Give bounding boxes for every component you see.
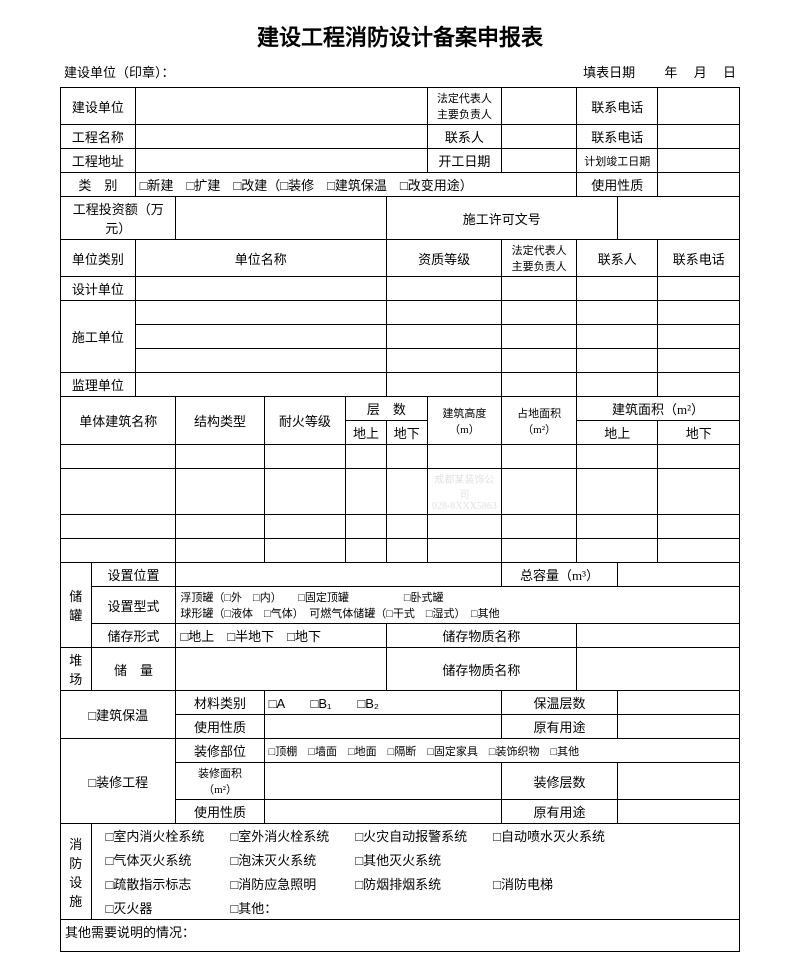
row-tank-1: 储 罐 设置位置 总容量（m³） bbox=[61, 563, 740, 587]
row-project-name: 工程名称 联系人 联系电话 bbox=[61, 125, 740, 149]
label: 储存形式 bbox=[91, 624, 176, 648]
tank-type-options[interactable]: 浮顶罐（□外 □内） □固定顶罐 □卧式罐 球形罐（□液体 □气体） 可燃气体储… bbox=[176, 587, 740, 624]
row-category: 类 别 □新建 □扩建 □改建（□装修 □建筑保温 □改变用途） 使用性质 bbox=[61, 173, 740, 197]
label: 使用性质 bbox=[576, 173, 657, 197]
row-investment: 工程投资额（万元） 施工许可文号 bbox=[61, 197, 740, 240]
label: 联系人 bbox=[576, 240, 657, 277]
label: 储存物质名称 bbox=[386, 624, 576, 648]
label: 法定代表人 主要负责人 bbox=[502, 240, 577, 277]
label: 建筑面积（m²） bbox=[576, 397, 739, 421]
watermark: 成都某装饰公司 028-8XXX5863 bbox=[427, 469, 502, 515]
material-options[interactable]: □A □B₁ □B₂ bbox=[264, 691, 502, 715]
tank-label: 储 罐 bbox=[61, 563, 92, 648]
fire-label: 消 防 设 施 bbox=[61, 824, 92, 920]
label: 材料类别 bbox=[176, 691, 264, 715]
label: 层 数 bbox=[346, 397, 427, 421]
label: 施工单位 bbox=[61, 301, 136, 373]
label: 开工日期 bbox=[427, 149, 502, 173]
row-build-unit: 建设单位 法定代表人 主要负责人 联系电话 bbox=[61, 88, 740, 125]
header-right: 填表日期 年 月 日 bbox=[583, 62, 736, 81]
row-building-header1: 单体建筑名称 结构类型 耐火等级 层 数 建筑高度 （m） 占地面积 （m²） … bbox=[61, 397, 740, 421]
label: 使用性质 bbox=[176, 715, 264, 739]
label: 设计单位 bbox=[61, 277, 136, 301]
label: 保温层数 bbox=[502, 691, 617, 715]
deco-parts-options[interactable]: □顶棚 □墙面 □地面 □隔断 □固定家具 □装饰织物 □其他 bbox=[264, 739, 739, 763]
label: 储 量 bbox=[91, 648, 176, 691]
label: 工程地址 bbox=[61, 149, 136, 173]
label: 储存物质名称 bbox=[386, 648, 576, 691]
label: 单位名称 bbox=[135, 240, 386, 277]
label: 装修部位 bbox=[176, 739, 264, 763]
label: 联系电话 bbox=[576, 125, 657, 149]
label: 资质等级 bbox=[386, 240, 501, 277]
form-title: 建设工程消防设计备案申报表 bbox=[60, 20, 740, 52]
fire-opts-2[interactable]: □气体灭火系统 □泡沫灭火系统 □其他灭火系统 bbox=[91, 848, 739, 872]
label: 耐火等级 bbox=[264, 397, 345, 445]
row-insul-1: □建筑保温 材料类别 □A □B₁ □B₂ 保温层数 bbox=[61, 691, 740, 715]
label: 设置位置 bbox=[91, 563, 176, 587]
label: 总容量（m³） bbox=[502, 563, 617, 587]
label: 工程名称 bbox=[61, 125, 136, 149]
storage-form-options[interactable]: □地上 □半地下 □地下 bbox=[176, 624, 386, 648]
label: 单位类别 bbox=[61, 240, 136, 277]
row-design-unit: 设计单位 bbox=[61, 277, 740, 301]
main-table: 建设单位 法定代表人 主要负责人 联系电话 工程名称 联系人 联系电话 工程地址… bbox=[60, 87, 740, 952]
row-supervise: 监理单位 bbox=[61, 373, 740, 397]
row-tank-3: 储存形式 □地上 □半地下 □地下 储存物质名称 bbox=[61, 624, 740, 648]
label: 计划竣工日期 bbox=[576, 149, 657, 173]
row-tank-2: 设置型式 浮顶罐（□外 □内） □固定顶罐 □卧式罐 球形罐（□液体 □气体） … bbox=[61, 587, 740, 624]
row-deco-1: □装修工程 装修部位 □顶棚 □墙面 □地面 □隔断 □固定家具 □装饰织物 □… bbox=[61, 739, 740, 763]
header-left: 建设单位（印章）： bbox=[64, 62, 175, 81]
label: 联系人 bbox=[427, 125, 502, 149]
row-other: 其他需要说明的情况： bbox=[61, 920, 740, 952]
label: 建筑高度 （m） bbox=[427, 397, 502, 445]
label: 装修层数 bbox=[502, 763, 617, 800]
label: 工程投资额（万元） bbox=[61, 197, 176, 240]
label: 施工许可文号 bbox=[386, 197, 617, 240]
label: 监理单位 bbox=[61, 373, 136, 397]
label: 地上 bbox=[346, 421, 387, 445]
label: 设置型式 bbox=[91, 587, 176, 624]
label: 原有用途 bbox=[502, 715, 617, 739]
label: 法定代表人 主要负责人 bbox=[427, 88, 502, 125]
row-yard: 堆 场 储 量 储存物质名称 bbox=[61, 648, 740, 691]
fire-opts-4[interactable]: □灭火器 □其他： bbox=[91, 896, 739, 920]
row-fire-1: 消 防 设 施 □室内消火栓系统 □室外消火栓系统 □火灾自动报警系统 □自动喷… bbox=[61, 824, 740, 848]
fire-opts-3[interactable]: □疏散指示标志 □消防应急照明 □防烟排烟系统 □消防电梯 bbox=[91, 872, 739, 896]
label: 单体建筑名称 bbox=[61, 397, 176, 445]
other-notes: 其他需要说明的情况： bbox=[61, 920, 740, 952]
label: 占地面积 （m²） bbox=[502, 397, 577, 445]
label: 结构类型 bbox=[176, 397, 264, 445]
label: 原有用途 bbox=[502, 800, 617, 824]
decoration-checkbox[interactable]: □装修工程 bbox=[61, 739, 176, 824]
row-address: 工程地址 开工日期 计划竣工日期 bbox=[61, 149, 740, 173]
yard-label: 堆 场 bbox=[61, 648, 92, 691]
label: 类 别 bbox=[61, 173, 136, 197]
label: 建设单位 bbox=[61, 88, 136, 125]
label: 地上 bbox=[576, 421, 657, 445]
row-unit-header: 单位类别 单位名称 资质等级 法定代表人 主要负责人 联系人 联系电话 bbox=[61, 240, 740, 277]
label: 装修面积 （m²） bbox=[176, 763, 264, 800]
label: 地下 bbox=[386, 421, 427, 445]
label: 使用性质 bbox=[176, 800, 264, 824]
label: 联系电话 bbox=[658, 240, 740, 277]
insulation-checkbox[interactable]: □建筑保温 bbox=[61, 691, 176, 739]
fire-opts-1[interactable]: □室内消火栓系统 □室外消火栓系统 □火灾自动报警系统 □自动喷水灭火系统 bbox=[91, 824, 739, 848]
label: 地下 bbox=[658, 421, 740, 445]
header-line: 建设单位（印章）： 填表日期 年 月 日 bbox=[60, 62, 740, 81]
row-construct-1: 施工单位 bbox=[61, 301, 740, 325]
category-options[interactable]: □新建 □扩建 □改建（□装修 □建筑保温 □改变用途） bbox=[135, 173, 576, 197]
label: 联系电话 bbox=[576, 88, 657, 125]
